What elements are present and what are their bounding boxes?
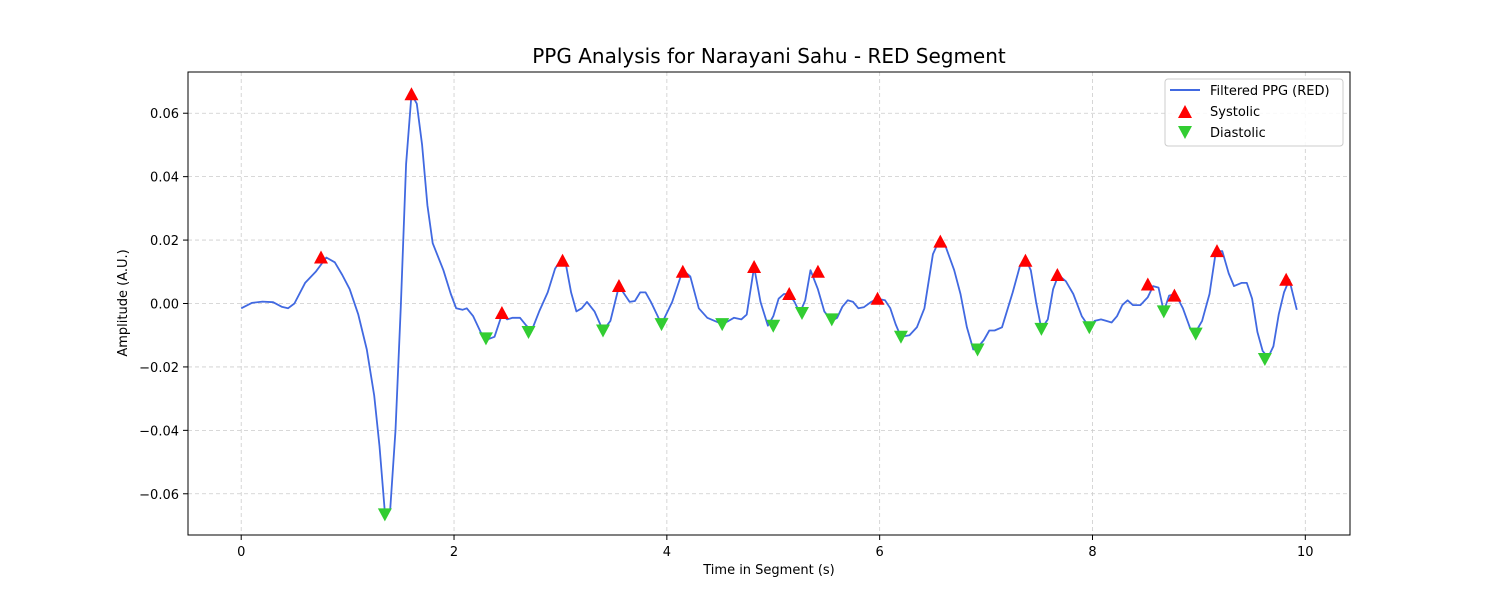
systolic-marker	[1018, 253, 1033, 267]
legend-box	[1164, 78, 1344, 147]
x-axis-title: Time in Segment (s)	[702, 563, 834, 578]
legend-systolic-swatch	[1178, 105, 1192, 118]
legend-label-systolic: Systolic	[1210, 105, 1260, 120]
y-tick-label: 0.04	[150, 171, 179, 186]
systolic-marker	[314, 250, 329, 264]
diastolic-marker	[1034, 322, 1049, 336]
systolic-marker	[611, 279, 626, 293]
diastolic-marker	[596, 324, 610, 338]
y-tick-label: −0.02	[139, 361, 179, 376]
diastolic-marker	[377, 508, 392, 522]
systolic-marker	[494, 306, 509, 320]
systolic-marker	[1279, 272, 1294, 286]
systolic-marker	[1167, 288, 1182, 302]
marker-layer	[314, 87, 1294, 522]
systolic-marker	[1209, 244, 1224, 258]
legend: Filtered PPG (RED) Systolic Diastolic	[1164, 78, 1344, 147]
diastolic-marker	[766, 319, 781, 333]
legend-label-diastolic: Diastolic	[1210, 126, 1266, 141]
legend-label-filtered: Filtered PPG (RED)	[1210, 84, 1330, 99]
diastolic-marker	[478, 332, 493, 346]
x-tick-label: 8	[1088, 545, 1096, 560]
systolic-marker	[870, 291, 885, 305]
diastolic-marker	[654, 318, 669, 332]
chart-title: PPG Analysis for Narayani Sahu - RED Seg…	[532, 44, 1006, 68]
diastolic-marker	[824, 313, 839, 327]
diastolic-marker	[1257, 352, 1272, 366]
x-tick-label: 2	[450, 545, 458, 560]
x-tick-label: 4	[663, 545, 671, 560]
y-tick-label: 0.06	[150, 107, 179, 122]
grid-lines	[188, 72, 1350, 535]
systolic-marker	[555, 253, 570, 267]
x-tick-label: 10	[1297, 545, 1314, 560]
diastolic-marker	[1082, 321, 1097, 335]
systolic-marker	[810, 264, 825, 278]
systolic-marker	[1140, 277, 1155, 291]
axis-ticks: 0 2 4 6 8 10 −0.06 −0.04 −0.02 0.00 0.02 0.04 0.06	[139, 107, 1313, 560]
systolic-marker	[404, 87, 419, 101]
diastolic-marker	[970, 343, 985, 357]
diastolic-marker	[715, 318, 730, 332]
systolic-marker	[1050, 267, 1065, 281]
systolic-marker	[747, 260, 762, 274]
y-tick-label: −0.06	[139, 488, 179, 503]
diastolic-marker	[794, 307, 809, 321]
x-tick-label: 6	[876, 545, 884, 560]
diastolic-marker	[1188, 327, 1203, 341]
x-tick-label: 0	[237, 545, 245, 560]
legend-diastolic-swatch	[1178, 126, 1192, 139]
diastolic-marker	[893, 330, 908, 344]
y-tick-label: 0.02	[150, 234, 179, 249]
y-axis-title: Amplitude (A.U.)	[116, 249, 131, 356]
systolic-marker	[675, 264, 690, 278]
systolic-marker	[933, 234, 948, 248]
diastolic-marker	[521, 326, 536, 340]
systolic-marker	[782, 286, 797, 300]
y-tick-label: −0.04	[139, 424, 179, 439]
diastolic-marker	[1156, 305, 1171, 319]
y-tick-label: 0.00	[150, 298, 179, 313]
